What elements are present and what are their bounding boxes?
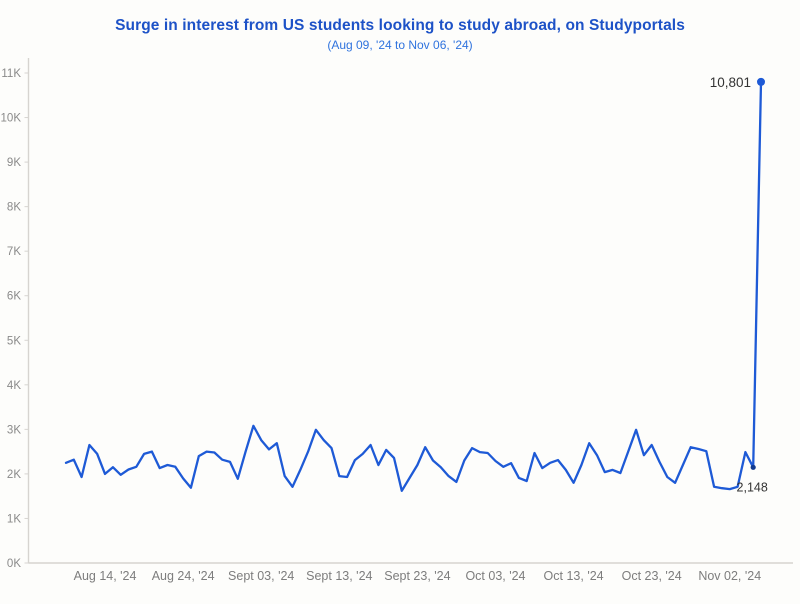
pre-spike-point-dot	[750, 464, 756, 470]
y-tick-label: 0K	[7, 558, 21, 570]
y-tick-label: 1K	[7, 513, 21, 525]
series-line	[64, 80, 763, 492]
value-annotation: 2,148	[737, 480, 768, 494]
y-tick-label: 10K	[1, 113, 22, 125]
chart-title: Surge in interest from US students looki…	[115, 17, 685, 34]
y-tick-label: 8K	[7, 202, 21, 214]
peak-point-dot	[757, 77, 765, 86]
y-tick-label: 4K	[7, 380, 21, 392]
x-tick-label: Sept 23, '24	[384, 569, 450, 583]
y-tick-label: 5K	[7, 335, 21, 347]
y-tick-label: 9K	[7, 157, 21, 169]
x-tick-label: Oct 13, '24	[544, 569, 604, 583]
y-tick-label: 2K	[7, 469, 21, 481]
x-tick-label: Sept 03, '24	[228, 569, 294, 583]
y-tick-label: 6K	[7, 291, 21, 303]
x-tick-label: Oct 23, '24	[622, 569, 682, 583]
x-tick-label: Aug 14, '24	[74, 569, 137, 583]
y-tick-label: 11K	[1, 68, 21, 80]
y-tick-label: 7K	[7, 246, 21, 258]
x-tick-label: Sept 13, '24	[306, 569, 372, 583]
value-annotation: 10,801	[710, 75, 751, 90]
chart-subtitle: (Aug 09, '24 to Nov 06, '24)	[327, 38, 473, 52]
x-tick-label: Nov 02, '24	[698, 569, 761, 583]
x-tick-label: Oct 03, '24	[465, 569, 525, 583]
x-tick-label: Aug 24, '24	[152, 569, 215, 583]
y-tick-label: 3K	[7, 424, 21, 436]
